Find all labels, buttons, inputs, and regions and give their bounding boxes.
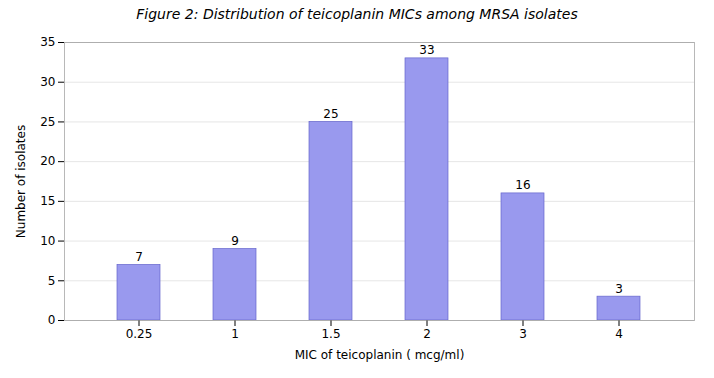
svg-text:30: 30 [40,75,55,89]
svg-text:33: 33 [419,43,434,57]
html-text:Figure 2: Distribution of teic: Figure 2: Distribution of teicoplanin MI… [136,6,578,22]
svg-text:1.5: 1.5 [321,327,340,341]
svg-text:15: 15 [40,194,55,208]
svg-text:4: 4 [615,327,623,341]
svg-text:10: 10 [40,234,55,248]
svg-text:20: 20 [40,154,55,168]
svg-text:3: 3 [615,282,623,296]
svg-text:2: 2 [423,327,431,341]
svg-text:1: 1 [231,327,239,341]
svg-text:0.25: 0.25 [126,327,153,341]
svg-text:25: 25 [323,107,338,121]
svg-text:25: 25 [40,115,55,129]
svg-text:3: 3 [519,327,527,341]
svg-text:0: 0 [48,313,56,327]
svg-text:35: 35 [40,35,55,49]
svg-text:7: 7 [135,250,143,264]
svg-text:Number of isolates: Number of isolates [14,125,28,238]
svg-text:MIC of teicoplanin ( mcg/ml): MIC of teicoplanin ( mcg/ml) [295,348,465,362]
svg-text:9: 9 [231,234,239,248]
svg-text:16: 16 [515,178,530,192]
svg-text:5: 5 [48,274,56,288]
